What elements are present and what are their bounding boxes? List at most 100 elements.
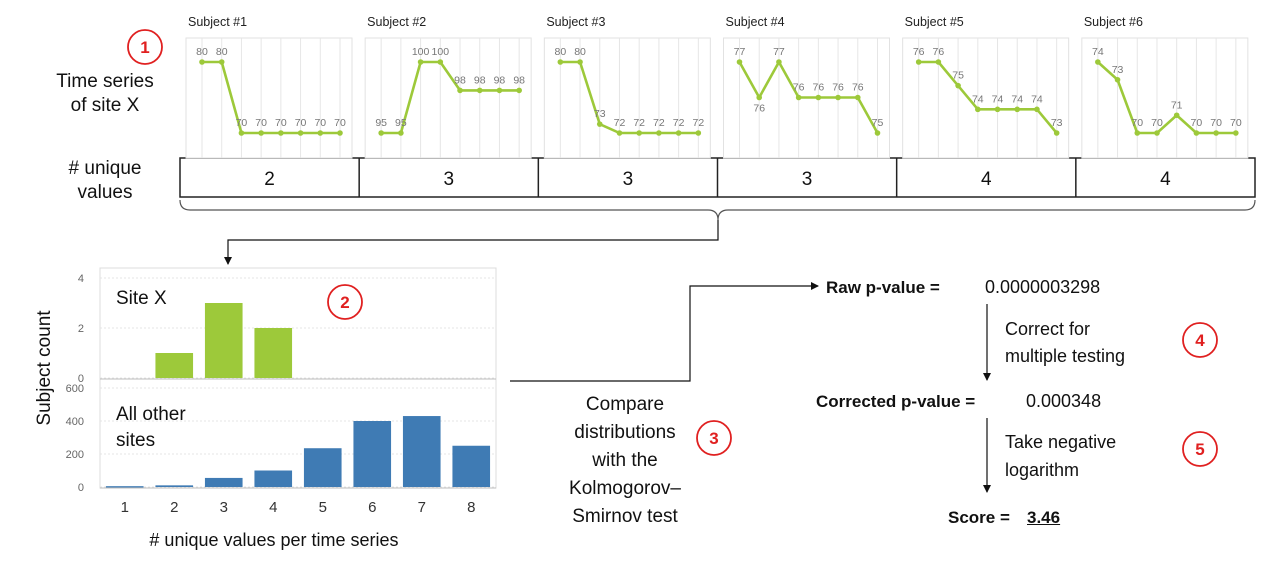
series-point (675, 130, 682, 136)
panel-frame (364, 37, 532, 159)
series-point (496, 87, 503, 94)
series-point-label: 98 (474, 74, 486, 86)
series-point-label: 76 (913, 46, 925, 58)
series-point (398, 130, 404, 136)
series-point (457, 87, 463, 94)
histogram-bar (105, 486, 144, 488)
step-marker-circle (127, 29, 163, 65)
series-point-label: 75 (872, 117, 884, 129)
series-point (1034, 106, 1040, 113)
histogram-ylabel: Subject count (34, 310, 55, 426)
ks-test-description: Compare distributions with the Kolmogoro… (540, 391, 710, 531)
histogram-xtick: 8 (467, 499, 475, 516)
time-series-panel: Subject #5 76 76 75 74 74 74 74 73 (902, 15, 1070, 159)
unique-values-label-line1: # unique (68, 158, 142, 179)
series-point (935, 59, 942, 65)
step-markers: 1 2 3 4 5 (127, 29, 1218, 467)
multiple-testing-line1: Correct for (1005, 319, 1091, 339)
series-point-label: 100 (432, 46, 450, 58)
other-sites-label-line2: sites (116, 430, 155, 451)
subject-title: Subject #2 (367, 15, 426, 29)
series-point-label: 72 (653, 117, 665, 129)
subject-title: Subject #1 (188, 15, 247, 29)
panel-frame (902, 37, 1070, 159)
series-point-label: 74 (1031, 93, 1043, 105)
other-sites-label-line1: All other (116, 404, 186, 425)
series-point-label: 98 (454, 74, 466, 86)
raw-p-value: 0.0000003298 (985, 277, 1101, 297)
step-marker: 2 (327, 284, 363, 320)
negative-log-line1: Take negative (1005, 432, 1117, 452)
unique-count-cell: 3 (802, 169, 813, 190)
series-point (1114, 76, 1121, 83)
series-point (815, 94, 822, 101)
histogram-bar (303, 448, 342, 487)
histogram-bar (452, 445, 491, 487)
histogram-bar (204, 303, 243, 378)
series-line (738, 60, 879, 134)
step-marker-number: 2 (340, 293, 349, 312)
arrow-to-raw-p (510, 282, 819, 382)
series-point-label: 74 (1092, 46, 1104, 58)
series-point (1154, 130, 1160, 136)
series-point (695, 130, 702, 136)
step-marker: 3 (696, 420, 732, 456)
unique-count-cell: 3 (443, 169, 454, 190)
unique-count-cell: 4 (1160, 169, 1171, 190)
series-point (1213, 130, 1219, 136)
step-marker-number: 4 (1195, 331, 1205, 350)
histogram-xtick: 2 (170, 499, 178, 516)
histogram-ytick: 600 (66, 383, 84, 395)
histogram-xtick: 4 (269, 499, 277, 516)
series-point (616, 130, 623, 136)
series-point-label: 76 (793, 82, 805, 94)
unique-count-cell: 2 (264, 169, 275, 190)
series-point-label: 73 (1112, 64, 1124, 76)
score-label: Score = (948, 508, 1010, 527)
series-point (476, 87, 483, 94)
subject-title: Subject #5 (905, 15, 964, 29)
series-point-label: 70 (334, 117, 346, 129)
unique-count-cell: 4 (981, 169, 992, 190)
series-point-label: 70 (255, 117, 267, 129)
series-point (656, 130, 662, 136)
step-marker-number: 3 (709, 429, 718, 448)
time-series-panel: Subject #4 77 76 77 76 76 76 76 75 (723, 15, 890, 159)
subject-title: Subject #4 (726, 15, 785, 29)
series-point-label: 72 (614, 117, 626, 129)
series-point-label: 77 (773, 46, 785, 58)
series-point-label: 70 (295, 117, 307, 129)
step-marker-circle (1182, 322, 1218, 358)
series-point-label: 74 (992, 93, 1004, 105)
panel-frame (185, 37, 353, 159)
series-point (915, 59, 922, 65)
step-marker-number: 1 (140, 38, 149, 57)
series-point (835, 94, 841, 101)
series-point (258, 130, 264, 136)
series-point-label: 71 (1171, 99, 1183, 111)
histogram-xtick: 1 (121, 499, 129, 516)
series-point-label: 72 (673, 117, 685, 129)
histogram-bar (204, 477, 243, 487)
series-point (955, 82, 961, 89)
series-point (596, 121, 603, 127)
other-sites-panel: 0 200 400 600 (66, 383, 496, 494)
step-marker-circle (1182, 431, 1218, 467)
score-value: 3.46 (1027, 508, 1061, 527)
ks-line-1: Compare (585, 394, 665, 415)
series-point (297, 130, 304, 136)
series-point (1095, 59, 1101, 65)
series-point (795, 94, 802, 101)
series-point-label: 70 (275, 117, 287, 129)
step-marker: 5 (1182, 431, 1218, 467)
series-line (918, 60, 1058, 134)
series-point (1193, 130, 1200, 136)
histogram-bar (254, 328, 293, 378)
time-series-panels: Subject #1 80 80 70 70 70 70 70 70 Subject #2 95 95… (185, 15, 1249, 159)
ks-line-5: Smirnov test (572, 506, 678, 527)
time-series-row-label: Time series of site X (46, 70, 164, 118)
step-marker: 4 (1182, 322, 1218, 358)
series-point-label: 77 (734, 46, 746, 58)
series-point-label: 95 (395, 117, 407, 129)
ks-line-3: with the (592, 450, 658, 471)
